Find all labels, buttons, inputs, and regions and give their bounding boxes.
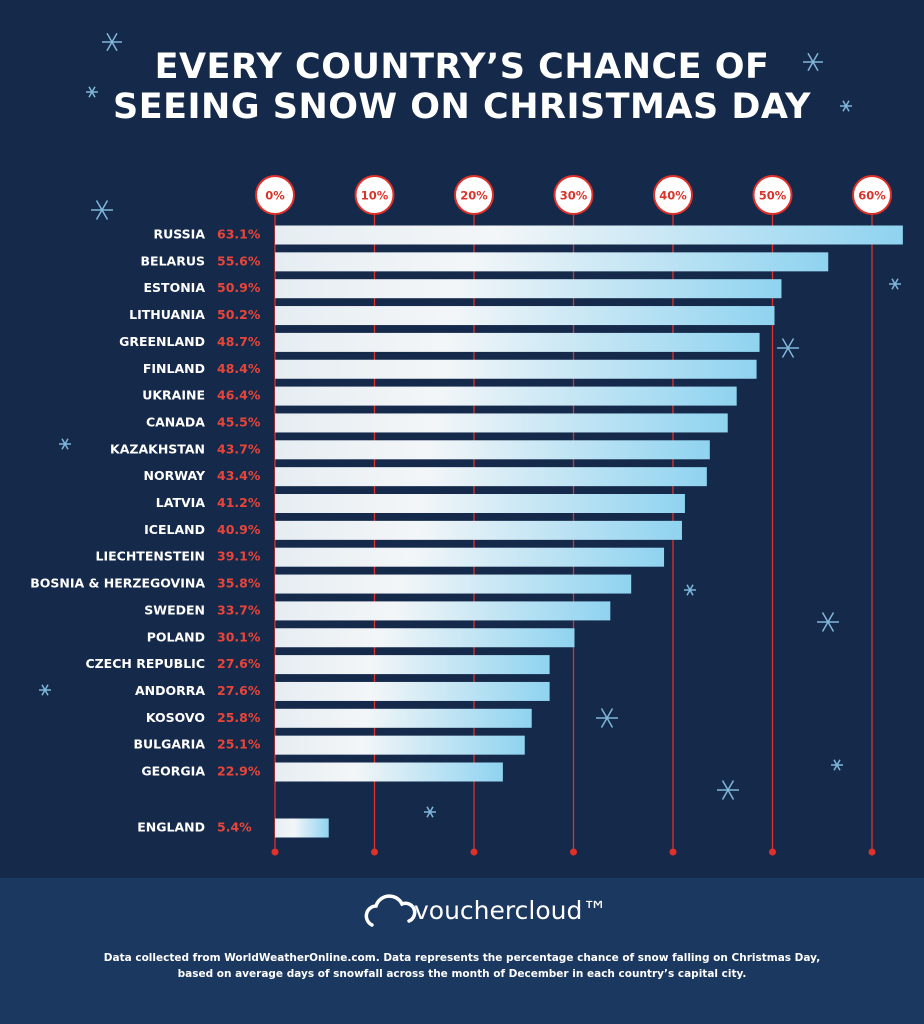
bar [275, 332, 760, 352]
category-label: KAZAKHSTAN [110, 441, 205, 456]
tick-badge [852, 175, 892, 215]
value-label: 41.2% [217, 495, 261, 510]
value-label: 46.4% [217, 388, 261, 403]
value-label: 25.1% [217, 737, 261, 752]
category-label: BULGARIA [133, 737, 205, 752]
category-label: BELARUS [141, 253, 205, 268]
category-label: POLAND [147, 629, 205, 644]
grid-end-dot [669, 848, 677, 856]
category-label: ESTONIA [144, 280, 206, 295]
tick-badge [255, 175, 295, 215]
category-label: BOSNIA & HERZEGOVINA [30, 576, 205, 591]
bar [275, 306, 775, 326]
x-tick-label: 50% [759, 189, 787, 203]
x-tick-label: 20% [460, 189, 488, 203]
x-tick-label: 60% [858, 189, 886, 203]
value-label: 33.7% [217, 602, 261, 617]
category-label: LATVIA [156, 495, 206, 510]
bar [275, 574, 632, 594]
category-label: CZECH REPUBLIC [85, 656, 205, 671]
category-label: UKRAINE [142, 388, 205, 403]
x-tick-label: 0% [265, 189, 285, 203]
category-label: GEORGIA [141, 764, 205, 779]
bar [275, 279, 782, 299]
grid-end-dot [470, 848, 478, 856]
bar [275, 628, 575, 648]
value-label: 40.9% [217, 522, 261, 537]
category-label: ICELAND [144, 522, 205, 537]
category-label: KOSOVO [146, 710, 205, 725]
tick-badge [553, 175, 594, 215]
grid-end-dot [769, 848, 776, 856]
snowflakes [39, 32, 901, 818]
bar [275, 655, 550, 675]
chart-title: EVERY COUNTRY’S CHANCE OF [155, 47, 770, 87]
bar [275, 467, 707, 487]
category-label: RUSSIA [153, 227, 205, 242]
grid-end-dot [271, 848, 279, 856]
bar [275, 547, 665, 567]
grid-end-dot [868, 848, 876, 856]
value-label: 63.1% [217, 227, 261, 242]
category-label: NORWAY [144, 468, 206, 483]
chart-title: SEEING SNOW ON CHRISTMAS DAY [113, 87, 811, 127]
bar [275, 735, 525, 755]
value-label: 43.4% [217, 468, 261, 483]
bar [275, 818, 329, 838]
x-tick-label: 40% [659, 189, 687, 203]
category-label: SWEDEN [144, 602, 205, 617]
bar [275, 708, 532, 728]
logo-cloud [364, 894, 417, 927]
grid-end-dot [371, 848, 378, 856]
value-label: 30.1% [217, 629, 261, 644]
value-label: 5.4% [217, 820, 252, 835]
bar [275, 440, 710, 460]
value-label: 43.7% [217, 441, 261, 456]
bar [275, 225, 903, 245]
value-label: 48.7% [217, 334, 261, 349]
value-label: 22.9% [217, 764, 261, 779]
x-tick-label: 10% [361, 189, 389, 203]
x-tick-label: 30% [560, 189, 588, 203]
tick-badge [454, 175, 494, 215]
brand: vouchercloud™ [414, 896, 607, 925]
category-label: LITHUANIA [129, 307, 205, 322]
bar [275, 494, 685, 513]
source-note: Data collected from WorldWeatherOnline.c… [104, 952, 820, 964]
value-label: 25.8% [217, 710, 261, 725]
value-label: 27.6% [217, 683, 261, 698]
category-label: CANADA [146, 414, 205, 429]
logo: vouchercloud™ [364, 894, 607, 927]
category-label: ENGLAND [137, 820, 205, 835]
value-label: 50.2% [217, 307, 261, 322]
bar [275, 601, 611, 621]
bar [275, 681, 550, 701]
bar [275, 359, 757, 379]
category-label: GREENLAND [119, 334, 205, 349]
value-label: 50.9% [217, 280, 261, 295]
bar [275, 386, 737, 406]
category-label: ANDORRA [135, 683, 205, 698]
value-label: 48.4% [217, 361, 261, 376]
value-label: 27.6% [217, 656, 261, 671]
grid-end-dot [570, 848, 577, 856]
source-note: based on average days of snowfall across… [178, 968, 747, 980]
category-label: FINLAND [143, 361, 205, 376]
bar [275, 520, 682, 540]
bar [275, 413, 728, 433]
category-label: LIECHTENSTEIN [96, 549, 206, 564]
footer-band [0, 878, 924, 1024]
bar [275, 252, 829, 272]
tick-badge [752, 175, 793, 215]
value-label: 39.1% [217, 549, 261, 564]
tick-badge [653, 175, 693, 215]
value-label: 35.8% [217, 576, 261, 591]
value-label: 45.5% [217, 414, 261, 429]
value-label: 55.6% [217, 253, 261, 268]
tick-badge [354, 175, 395, 215]
bar [275, 762, 503, 782]
